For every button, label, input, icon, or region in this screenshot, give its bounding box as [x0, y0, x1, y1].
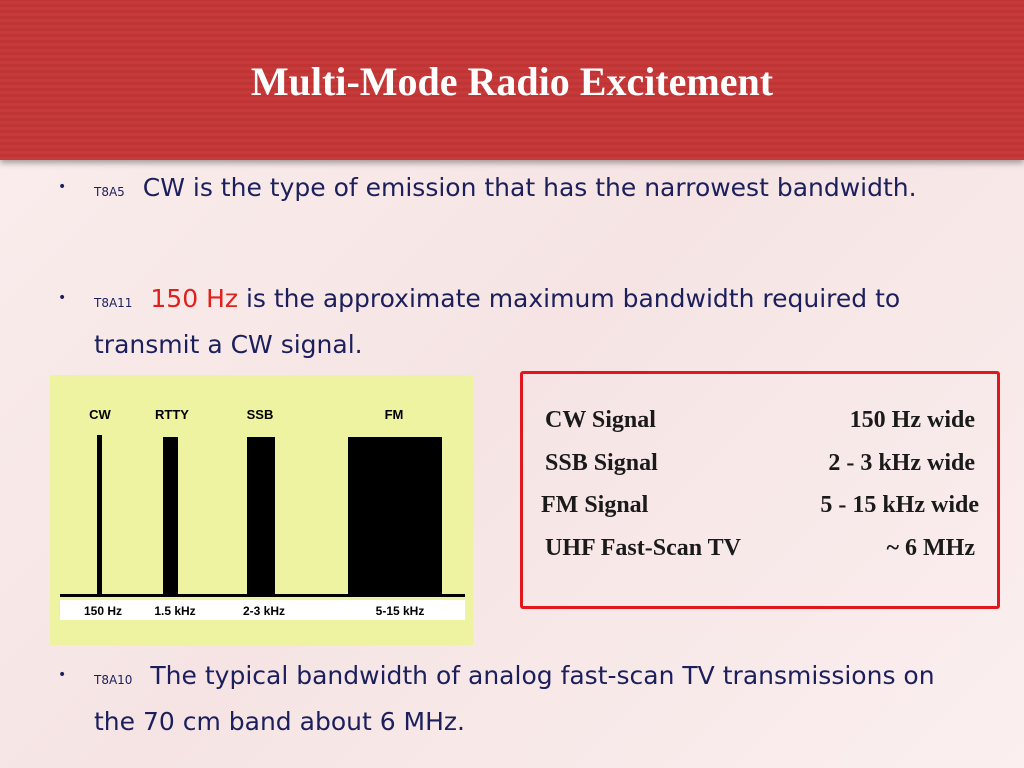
bullet: • T8A5 CW is the type of emission that h…: [58, 167, 974, 213]
bullet: • T8A11 150 Hz is the approximate maximu…: [58, 278, 974, 365]
header: Multi-Mode Radio Excitement: [0, 0, 1024, 160]
baseline: [60, 594, 465, 597]
cell: CW Signal: [545, 407, 656, 433]
signal-bar: [163, 437, 178, 597]
bullet-dot: •: [58, 667, 67, 683]
signal-bar: [97, 435, 102, 597]
bandwidth-label: 150 Hz: [83, 604, 123, 618]
mode-label: SSB: [246, 407, 274, 422]
bullet-text: The typical bandwidth of analog fast-sca…: [94, 661, 935, 736]
cell: 150 Hz wide: [849, 407, 975, 433]
cell: SSB Signal: [545, 450, 658, 476]
question-code: T8A10: [94, 673, 133, 687]
cell: 2 - 3 kHz wide: [828, 450, 975, 476]
bullet-text: is the approximate maximum bandwidth req…: [94, 284, 901, 359]
highlight: 150 Hz: [150, 284, 238, 313]
question-code: T8A11: [94, 296, 133, 310]
signal-bar: [348, 437, 442, 597]
mode-label: RTTY: [155, 407, 189, 422]
cell: 5 - 15 kHz wide: [820, 492, 979, 518]
bullet-dot: •: [58, 290, 67, 306]
question-code: T8A5: [94, 185, 125, 199]
cell: FM Signal: [541, 492, 649, 518]
cell: ~ 6 MHz: [886, 535, 975, 561]
mode-label: FM: [384, 407, 404, 422]
bullet-text: CW is the type of emission that has the …: [142, 173, 917, 202]
mode-label: CW: [89, 407, 111, 422]
bandwidth-label: 1.5 kHz: [154, 604, 196, 618]
label-strip: [60, 600, 465, 620]
signal-bar: [247, 437, 275, 597]
cell: UHF Fast-Scan TV: [545, 535, 742, 561]
bandwidth-label: 2-3 kHz: [242, 604, 286, 618]
slide-title: Multi-Mode Radio Excitement: [250, 59, 774, 104]
bullet: • T8A10 The typical bandwidth of analog …: [58, 655, 974, 742]
bandwidth-label: 5-15 kHz: [375, 604, 425, 618]
bullet-dot: •: [58, 179, 67, 195]
bandwidth-diagram: CW RTTY SSB FM 150 Hz 1.5 kHz 2-3 kHz 5-…: [50, 375, 473, 645]
bandwidth-table: CW Signal 150 Hz wide SSB Signal 2 - 3 k…: [520, 371, 1000, 609]
